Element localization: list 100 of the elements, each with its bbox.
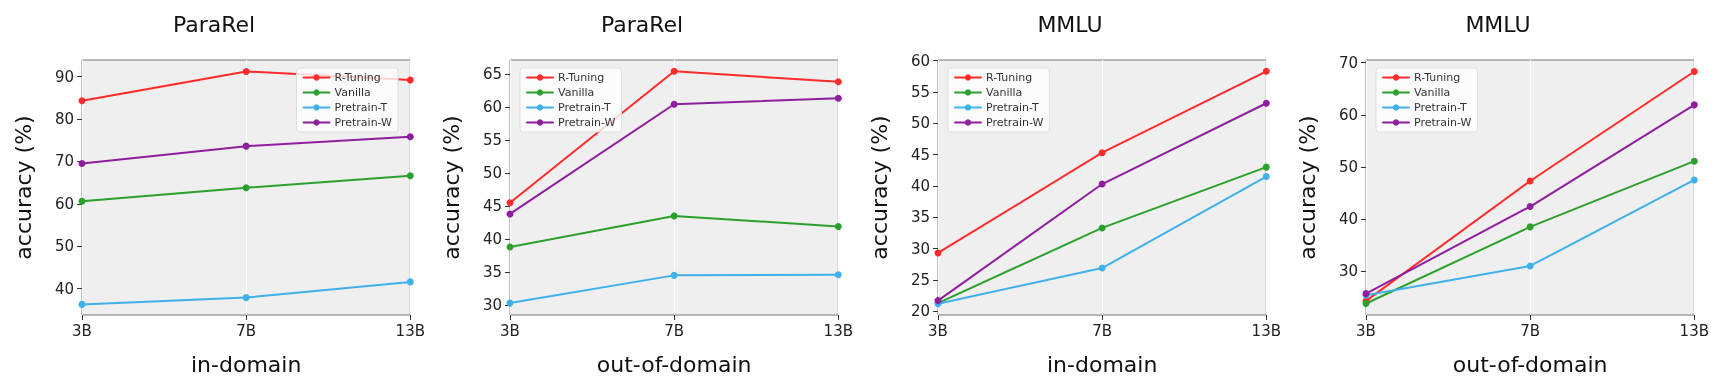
chart-title: ParaRel <box>600 11 684 37</box>
y-tick-label: 50 <box>54 237 74 256</box>
point <box>506 199 514 207</box>
x-tick-label: 13B <box>1679 321 1710 340</box>
y-tick-label: 40 <box>54 279 74 298</box>
point <box>1526 203 1534 211</box>
point <box>78 97 86 105</box>
point <box>1098 224 1106 232</box>
chart-title: MMLU <box>1037 11 1103 37</box>
y-tick-label: 40 <box>1338 210 1358 229</box>
y-axis-title: accuracy (%) <box>10 115 36 260</box>
point <box>1098 149 1106 157</box>
y-tick-label: 60 <box>1338 105 1358 124</box>
x-axis-title: out-of-domain <box>1452 351 1608 377</box>
legend-label: Pretrain-T <box>558 101 612 114</box>
point <box>670 212 678 220</box>
point <box>1526 177 1534 185</box>
y-tick-label: 45 <box>910 145 930 164</box>
y-tick-label: 30 <box>482 296 502 315</box>
y-tick-label: 20 <box>910 302 930 321</box>
chart-title: MMLU <box>1465 11 1531 37</box>
x-tick-label: 7B <box>664 321 685 340</box>
point <box>1262 163 1270 171</box>
y-tick-label: 45 <box>482 197 502 215</box>
y-tick-label: 50 <box>910 114 930 133</box>
point <box>78 160 86 168</box>
point <box>1526 262 1534 270</box>
point <box>78 300 86 308</box>
point <box>1690 176 1698 184</box>
point <box>1690 157 1698 165</box>
x-tick-label: 7B <box>1520 321 1541 340</box>
point <box>242 294 250 302</box>
point <box>1262 99 1270 107</box>
legend-label: Pretrain-W <box>986 116 1044 129</box>
point <box>242 67 250 75</box>
point <box>242 142 250 150</box>
point <box>242 184 250 192</box>
legend-label: Pretrain-T <box>1414 101 1468 114</box>
legend-label: Vanilla <box>986 86 1023 99</box>
legend-label: R-Tuning <box>986 71 1033 84</box>
y-tick-label: 70 <box>54 152 74 171</box>
point <box>406 278 414 286</box>
x-tick-label: 3B <box>72 321 92 340</box>
y-tick-label: 50 <box>1338 157 1358 176</box>
legend-label: R-Tuning <box>334 71 381 84</box>
legend-label: Pretrain-T <box>334 101 388 114</box>
x-tick-label: 3B <box>500 321 520 340</box>
point <box>1526 223 1534 231</box>
y-tick-label: 30 <box>1338 262 1358 281</box>
legend-label: Vanilla <box>558 86 595 99</box>
x-tick-label: 13B <box>823 321 854 340</box>
y-tick-label: 55 <box>910 82 930 101</box>
y-tick-label: 25 <box>910 270 930 289</box>
point <box>834 78 842 86</box>
x-tick-label: 7B <box>236 321 257 340</box>
y-axis-title: accuracy (%) <box>866 115 892 260</box>
y-tick-label: 50 <box>482 163 502 182</box>
legend-label: Vanilla <box>334 86 371 99</box>
point <box>834 94 842 102</box>
point <box>670 67 678 75</box>
x-tick-label: 13B <box>1251 321 1282 340</box>
y-tick-label: 55 <box>482 130 502 149</box>
point <box>1262 67 1270 75</box>
point <box>406 76 414 84</box>
y-tick-label: 60 <box>910 51 930 70</box>
x-axis-title: out-of-domain <box>596 351 752 377</box>
x-tick-label: 3B <box>1356 321 1376 340</box>
y-tick-label: 40 <box>482 230 502 249</box>
y-tick-label: 60 <box>54 194 74 213</box>
chart-title: ParaRel <box>172 11 256 37</box>
point <box>834 222 842 230</box>
legend-label: Vanilla <box>1414 86 1451 99</box>
point <box>406 172 414 180</box>
legend-label: R-Tuning <box>1414 71 1461 84</box>
y-tick-label: 60 <box>482 97 502 116</box>
legend-label: Pretrain-W <box>1414 116 1472 129</box>
y-tick-label: 35 <box>910 208 930 227</box>
y-axis-title: accuracy (%) <box>438 115 464 260</box>
legend-label: R-Tuning <box>558 71 605 84</box>
y-axis-title: accuracy (%) <box>1294 115 1320 260</box>
legend-label: Pretrain-W <box>558 116 616 129</box>
y-tick-label: 80 <box>54 109 74 128</box>
y-tick-label: 90 <box>54 67 74 86</box>
point <box>834 271 842 279</box>
x-tick-label: 3B <box>928 321 948 340</box>
y-tick-label: 35 <box>482 263 502 282</box>
legend-label: Pretrain-T <box>986 101 1040 114</box>
x-axis-title: in-domain <box>1046 351 1158 377</box>
point <box>78 197 86 205</box>
point <box>670 271 678 279</box>
x-tick-label: 13B <box>395 321 426 340</box>
point <box>1262 173 1270 181</box>
y-tick-label: 70 <box>1338 53 1358 72</box>
x-axis-title: in-domain <box>190 351 302 377</box>
point <box>1690 67 1698 75</box>
y-tick-label: 30 <box>910 239 930 258</box>
point <box>670 100 678 108</box>
legend-label: Pretrain-W <box>334 116 393 129</box>
y-tick-label: 40 <box>910 176 930 195</box>
x-tick-label: 7B <box>1092 321 1113 340</box>
